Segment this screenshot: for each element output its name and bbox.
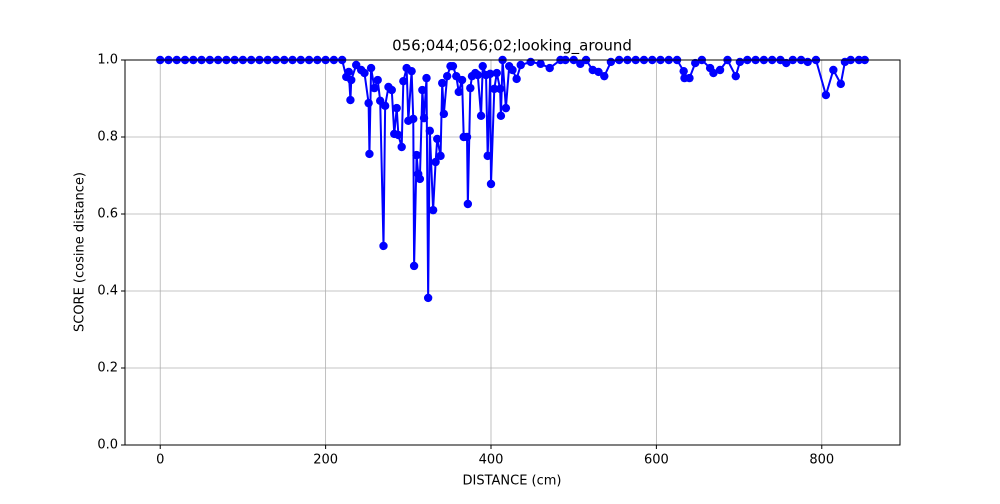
data-point	[415, 174, 425, 184]
data-point	[370, 83, 379, 93]
data-point	[536, 59, 545, 69]
data-point	[496, 111, 506, 121]
data-point	[407, 66, 416, 76]
data-point	[829, 65, 838, 75]
data-point	[425, 126, 435, 136]
data-point	[600, 71, 609, 81]
data-point	[594, 67, 603, 77]
data-point	[679, 66, 688, 76]
y-tick-label: 1.0	[97, 53, 118, 68]
y-tick-label: 0.8	[97, 130, 118, 145]
data-point	[457, 75, 467, 85]
data-point	[419, 113, 429, 123]
y-tick-label: 0.2	[97, 361, 118, 376]
data-point	[448, 61, 458, 71]
data-point	[473, 70, 482, 80]
data-point	[431, 157, 440, 167]
data-point	[366, 63, 376, 73]
data-point	[492, 68, 501, 78]
x-tick-label: 800	[809, 453, 834, 468]
data-point	[490, 84, 499, 94]
data-point	[373, 75, 382, 85]
data-point	[478, 61, 487, 71]
data-point	[442, 71, 452, 81]
data-point	[512, 74, 521, 84]
data-point	[691, 58, 700, 68]
data-point	[433, 134, 442, 144]
x-tick-label: 200	[313, 453, 338, 468]
data-point	[486, 179, 496, 189]
data-point	[344, 67, 353, 77]
data-point	[379, 241, 388, 251]
data-point	[782, 58, 791, 68]
data-point	[346, 95, 355, 105]
data-point	[454, 87, 463, 97]
plot-area	[156, 55, 869, 303]
data-point	[423, 293, 433, 303]
data-point	[516, 60, 525, 70]
data-point	[380, 101, 390, 111]
data-point	[394, 130, 403, 140]
data-point	[347, 75, 356, 85]
data-point	[418, 85, 427, 95]
data-point	[463, 199, 473, 209]
y-tick-label: 0.0	[97, 438, 118, 453]
data-point	[685, 73, 694, 83]
data-point	[387, 85, 396, 95]
data-point	[397, 142, 406, 152]
data-point	[364, 98, 373, 108]
data-point	[476, 111, 486, 121]
data-point	[365, 149, 374, 159]
data-point	[462, 132, 472, 142]
data-point	[483, 151, 492, 161]
data-point	[526, 57, 535, 67]
data-point	[501, 103, 511, 113]
y-tick-label: 0.4	[97, 284, 118, 299]
y-axis-label: SCORE (cosine distance)	[73, 172, 88, 332]
data-point	[495, 84, 505, 94]
data-point	[508, 65, 517, 75]
x-tick-label: 0	[156, 453, 164, 468]
data-point	[409, 261, 419, 271]
data-point	[731, 71, 740, 81]
data-point	[466, 83, 475, 93]
data-point	[409, 114, 418, 124]
data-point	[436, 151, 445, 161]
data-point	[545, 63, 554, 73]
data-point	[836, 79, 845, 89]
data-point	[412, 150, 421, 160]
data-point	[606, 57, 616, 67]
x-axis-label: DISTANCE (cm)	[462, 474, 561, 489]
y-tick-label: 0.6	[97, 207, 118, 222]
data-point	[735, 57, 745, 67]
x-tick-label: 400	[479, 453, 504, 468]
data-point	[392, 103, 401, 113]
data-point	[399, 76, 408, 86]
data-point	[360, 68, 369, 78]
data-point	[803, 57, 812, 67]
data-point	[438, 78, 447, 88]
data-point	[422, 73, 431, 83]
grid	[125, 59, 900, 446]
data-point	[709, 68, 718, 78]
data-point	[821, 90, 831, 100]
data-point	[439, 109, 449, 119]
axes-frame	[124, 59, 901, 446]
data-point	[485, 69, 495, 79]
x-tick-label: 600	[644, 453, 669, 468]
data-point	[715, 65, 725, 75]
chart-title: 056;044;056;02;looking_around	[392, 37, 632, 56]
data-point	[428, 205, 438, 215]
data-line	[160, 58, 865, 298]
